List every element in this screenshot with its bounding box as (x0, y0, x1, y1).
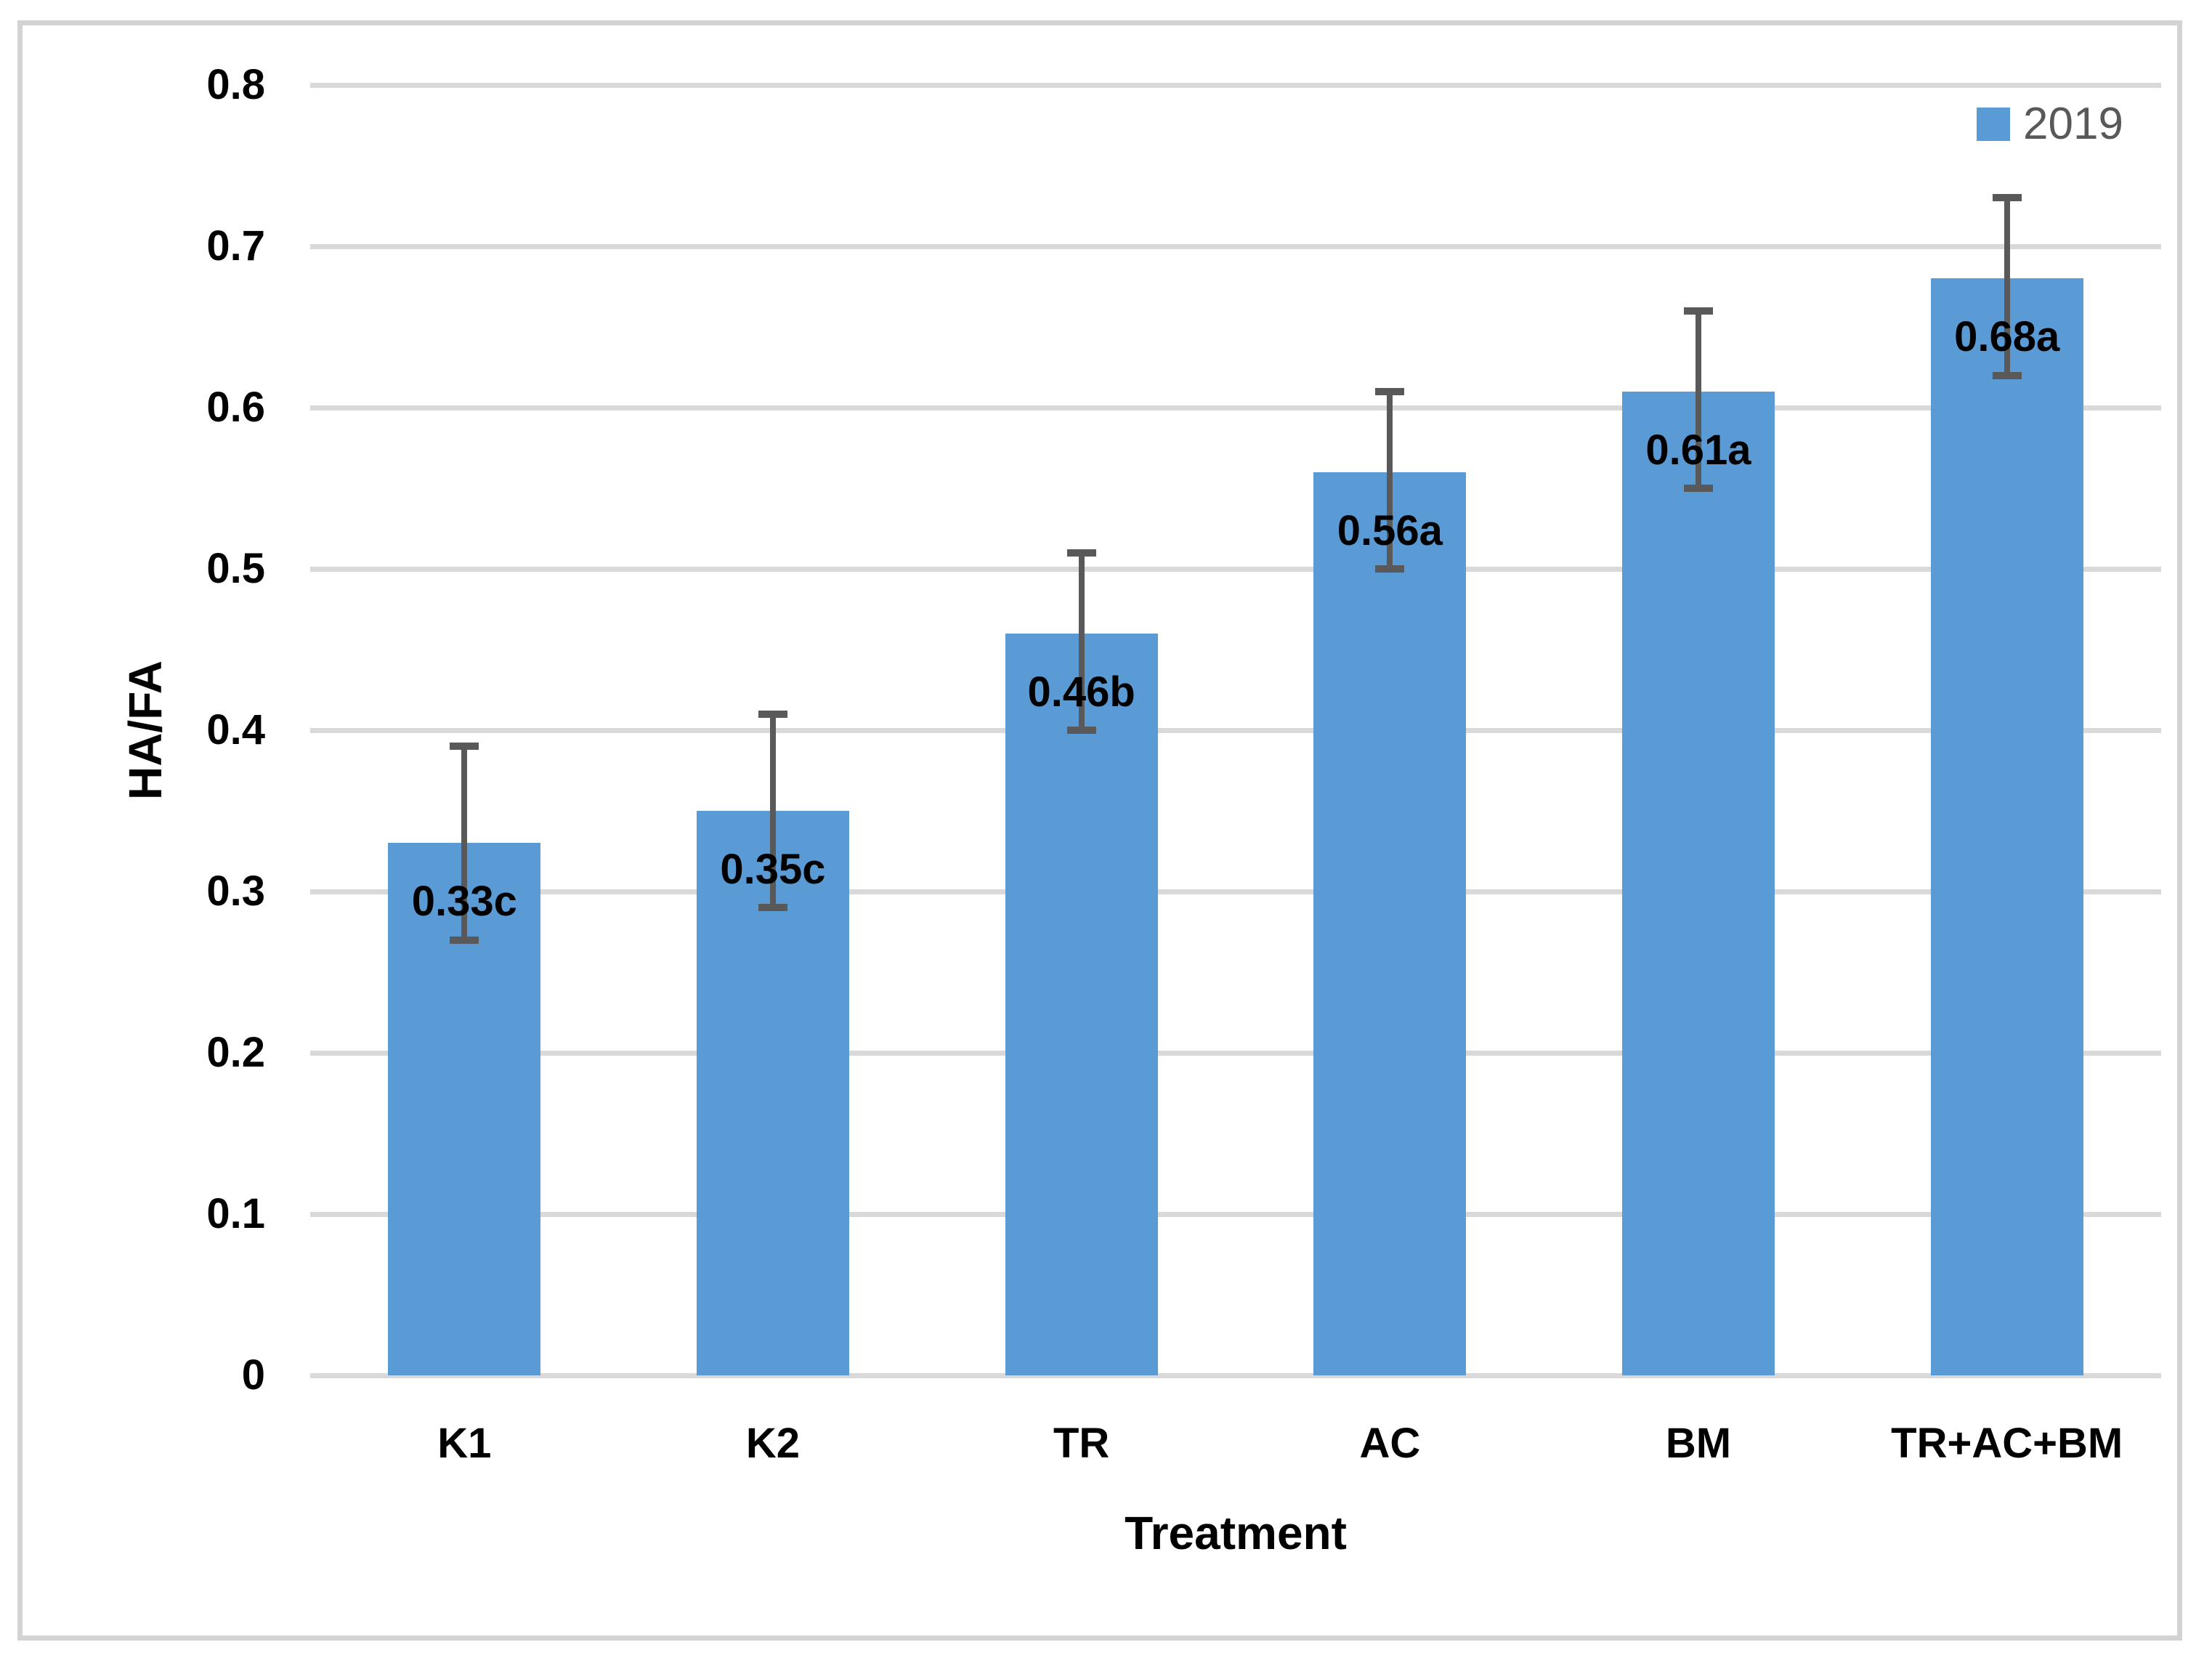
error-bar-top-cap-K2 (758, 710, 787, 718)
error-bar-top-cap-K1 (450, 743, 479, 751)
error-bar-top-cap-AC (1375, 387, 1405, 395)
gridline-0.4 (310, 728, 2161, 733)
gridline-0.2 (310, 1051, 2161, 1056)
error-bar-bottom-cap-AC (1375, 565, 1405, 573)
data-label-K1: 0.33c (411, 878, 517, 926)
data-label-K2: 0.35c (720, 846, 826, 893)
gridline-0.7 (310, 244, 2161, 249)
error-bar-line-K2 (770, 713, 776, 908)
x-axis-title: Treatment (1125, 1507, 1347, 1559)
legend-swatch-icon (1977, 108, 2010, 141)
y-tick-label-0.8: 0.8 (206, 61, 265, 108)
gridline-0.3 (310, 889, 2161, 894)
error-bar-bottom-cap-K1 (450, 936, 479, 944)
error-bar-line-AC (1387, 391, 1393, 569)
gridline-0.5 (310, 567, 2161, 572)
gridline-0.1 (310, 1212, 2161, 1217)
data-label-BM: 0.61a (1645, 426, 1751, 474)
data-label-AC: 0.56a (1337, 506, 1443, 554)
y-tick-label-0.6: 0.6 (206, 384, 265, 431)
legend: 2019 (1977, 102, 2123, 147)
error-bar-line-TR (1078, 552, 1085, 730)
data-label-TR: 0.46b (1027, 668, 1135, 716)
bar-BM (1622, 391, 1775, 1375)
x-tick-label-K1: K1 (437, 1420, 492, 1467)
gridline-0.8 (310, 83, 2161, 88)
error-bar-bottom-cap-TR (1066, 727, 1096, 734)
y-tick-label-0.2: 0.2 (206, 1029, 265, 1076)
error-bar-top-cap-TR+AC+BM (1992, 194, 2022, 202)
error-bar-top-cap-BM (1684, 307, 1713, 315)
y-tick-label-0.3: 0.3 (206, 868, 265, 915)
data-label-TR+AC+BM: 0.68a (1954, 313, 2060, 361)
y-tick-label-0.1: 0.1 (206, 1190, 265, 1237)
error-bar-bottom-cap-BM (1684, 485, 1713, 492)
error-bar-bottom-cap-TR+AC+BM (1992, 371, 2022, 379)
gridline-0 (310, 1373, 2161, 1378)
error-bar-top-cap-TR (1066, 549, 1096, 557)
y-tick-label-0: 0 (241, 1351, 265, 1399)
y-tick-label-0.5: 0.5 (206, 545, 265, 592)
y-tick-label-0.7: 0.7 (206, 222, 265, 270)
error-bar-line-TR+AC+BM (2004, 198, 2010, 376)
x-tick-label-BM: BM (1665, 1420, 1732, 1467)
error-bar-line-BM (1696, 310, 1701, 488)
bar-TR+AC+BM (1930, 278, 2083, 1375)
y-axis-title: HA/FA (119, 660, 171, 800)
error-bar-line-K1 (461, 746, 468, 940)
x-tick-label-TR: TR (1053, 1420, 1110, 1467)
bar-AC (1313, 472, 1467, 1375)
y-tick-label-0.4: 0.4 (206, 706, 265, 753)
figure-border (17, 20, 2182, 1641)
gridline-0.6 (310, 405, 2161, 411)
bar-TR (1005, 633, 1158, 1375)
legend-label-2019: 2019 (2023, 99, 2123, 149)
error-bar-bottom-cap-K2 (758, 904, 787, 912)
x-tick-label-AC: AC (1359, 1420, 1421, 1467)
x-tick-label-K2: K2 (745, 1420, 801, 1467)
x-tick-label-TR+AC+BM: TR+AC+BM (1891, 1420, 2123, 1467)
